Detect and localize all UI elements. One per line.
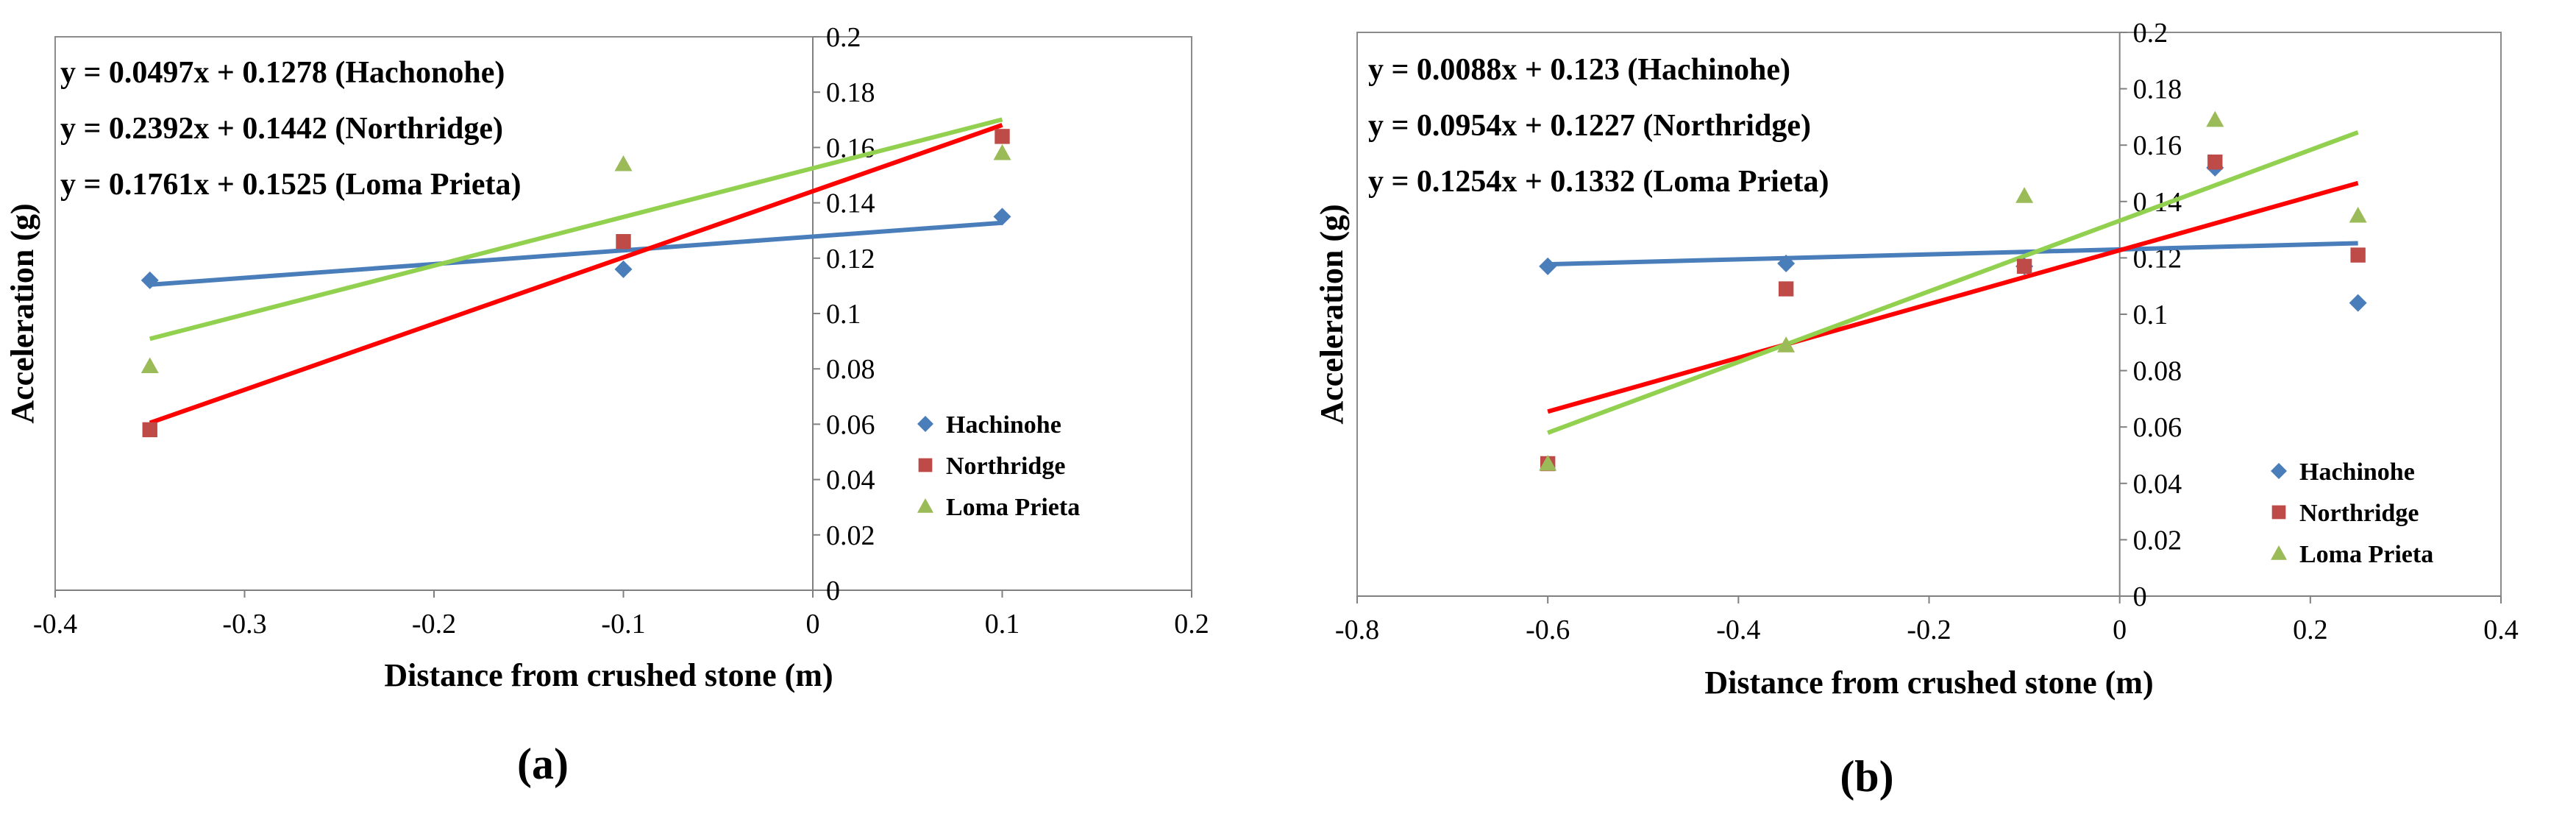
- trend-equation: y = 0.1761x + 0.1525 (Loma Prieta): [60, 168, 521, 202]
- chart-panel-a: -0.4 -0.3 -0.2 -0.1 0 0.1 0.2 0 0.02 0.04 0.06 0.08…: [4, 22, 1209, 788]
- x-tick-label: 0.2: [2293, 615, 2328, 645]
- x-tick-label: 0.4: [2483, 615, 2519, 645]
- legend-marker: [918, 458, 933, 472]
- legend-label: Northridge: [2299, 500, 2419, 527]
- x-tick-label: -0.4: [33, 609, 77, 640]
- y-tick-label: 0.16: [2133, 130, 2182, 161]
- trendline-hachinohe: [149, 220, 1003, 287]
- x-tick-label: 0: [2113, 615, 2127, 645]
- data-point-hachinohe: [993, 208, 1011, 226]
- data-point-loma-prieta: [2206, 110, 2224, 127]
- panel-label: (b): [1840, 752, 1893, 801]
- data-point-northridge: [2350, 247, 2366, 263]
- x-tick-label: -0.2: [1907, 615, 1951, 645]
- data-point-loma-prieta: [140, 357, 159, 374]
- data-point-loma-prieta: [2349, 206, 2367, 223]
- y-tick-label: 0.08: [826, 354, 875, 385]
- data-point-loma-prieta: [2015, 187, 2034, 203]
- legend-marker: [917, 498, 933, 513]
- legend-label: Loma Prieta: [2299, 541, 2433, 568]
- data-point-hachinohe: [2349, 294, 2367, 312]
- y-tick-label: 0.2: [2133, 18, 2168, 49]
- trend-equation: y = 0.0088x + 0.123 (Hachinohe): [1368, 53, 1790, 87]
- trendline-northridge: [149, 123, 1003, 425]
- data-point-northridge: [616, 234, 631, 249]
- data-point-northridge: [2016, 258, 2032, 275]
- legend-label: Loma Prieta: [946, 494, 1080, 521]
- y-tick-label: 0.1: [826, 299, 861, 330]
- trendline-loma-prieta: [1547, 130, 2359, 435]
- x-tick-label: -0.6: [1526, 615, 1570, 645]
- y-tick-label: 0: [2133, 581, 2147, 612]
- x-axis-title: Distance from crushed stone (m): [1704, 665, 2153, 701]
- y-tick-label: 0.04: [2133, 469, 2182, 500]
- x-axis-title: Distance from crushed stone (m): [384, 657, 833, 693]
- trend-equation: y = 0.0954x + 0.1227 (Northridge): [1368, 109, 1811, 143]
- y-axis-title: Acceleration (g): [1314, 204, 1350, 424]
- panel-label: (a): [517, 740, 569, 788]
- y-tick-label: 0.02: [826, 520, 875, 551]
- x-tick-label: 0: [806, 609, 820, 640]
- data-point-loma-prieta: [1539, 454, 1557, 471]
- y-tick-label: 0.06: [2133, 412, 2182, 443]
- trendline-loma-prieta: [149, 117, 1003, 341]
- x-tick-label: -0.2: [412, 609, 456, 640]
- y-tick-label: 0.1: [2133, 300, 2168, 330]
- x-tick-label: 0.2: [1174, 609, 1209, 640]
- y-tick-label: 0.18: [826, 77, 875, 108]
- y-axis-title: Acceleration (g): [4, 203, 40, 423]
- legend-marker: [2271, 505, 2286, 520]
- y-tick-label: 0.08: [2133, 356, 2182, 387]
- y-tick-label: 0.2: [826, 22, 861, 53]
- data-point-hachinohe: [1777, 255, 1796, 273]
- y-tick-label: 0.02: [2133, 525, 2182, 556]
- y-tick-label: 0.06: [826, 409, 875, 440]
- legend-marker: [2271, 545, 2287, 560]
- trend-equation: y = 0.1254x + 0.1332 (Loma Prieta): [1368, 165, 1829, 199]
- x-tick-label: -0.4: [1716, 615, 1760, 645]
- x-tick-label: -0.8: [1335, 615, 1379, 645]
- data-point-hachinohe: [614, 260, 633, 278]
- y-tick-label: 0.04: [826, 465, 875, 496]
- legend-marker: [917, 416, 933, 432]
- legend: Hachinohe Northridge Loma Prieta: [2271, 458, 2433, 568]
- legend: Hachinohe Northridge Loma Prieta: [917, 411, 1080, 521]
- data-point-hachinohe: [1539, 257, 1557, 275]
- trend-equation: y = 0.0497x + 0.1278 (Hachonohe): [60, 56, 505, 90]
- y-tick-label: 0: [826, 576, 840, 606]
- trendline-northridge: [1547, 180, 2359, 414]
- data-point-loma-prieta: [993, 144, 1011, 160]
- data-point-northridge: [995, 129, 1010, 144]
- data-point-northridge: [1778, 281, 1794, 297]
- y-tick-label: 0.12: [826, 244, 875, 275]
- trendline-hachinohe: [1548, 241, 2358, 267]
- data-point-loma-prieta: [1777, 336, 1796, 353]
- chart-panel-b: -0.8 -0.6 -0.4 -0.2 0 0.2 0.4 0 0.02 0.04 0.06 0.08…: [1314, 18, 2519, 801]
- x-tick-label: 0.1: [985, 609, 1020, 640]
- y-tick-label: 0.14: [826, 188, 875, 219]
- data-point-hachinohe: [140, 271, 159, 289]
- x-tick-label: -0.3: [222, 609, 266, 640]
- data-point-northridge: [2207, 154, 2223, 170]
- data-point-northridge: [142, 422, 157, 438]
- legend-marker: [2271, 463, 2287, 479]
- y-tick-label: 0.18: [2133, 74, 2182, 105]
- trend-equation: y = 0.2392x + 0.1442 (Northridge): [60, 112, 503, 146]
- x-tick-label: -0.1: [601, 609, 645, 640]
- legend-label: Hachinohe: [2299, 458, 2415, 486]
- legend-label: Northridge: [946, 453, 1065, 480]
- legend-label: Hachinohe: [946, 411, 1061, 439]
- data-point-loma-prieta: [614, 155, 633, 171]
